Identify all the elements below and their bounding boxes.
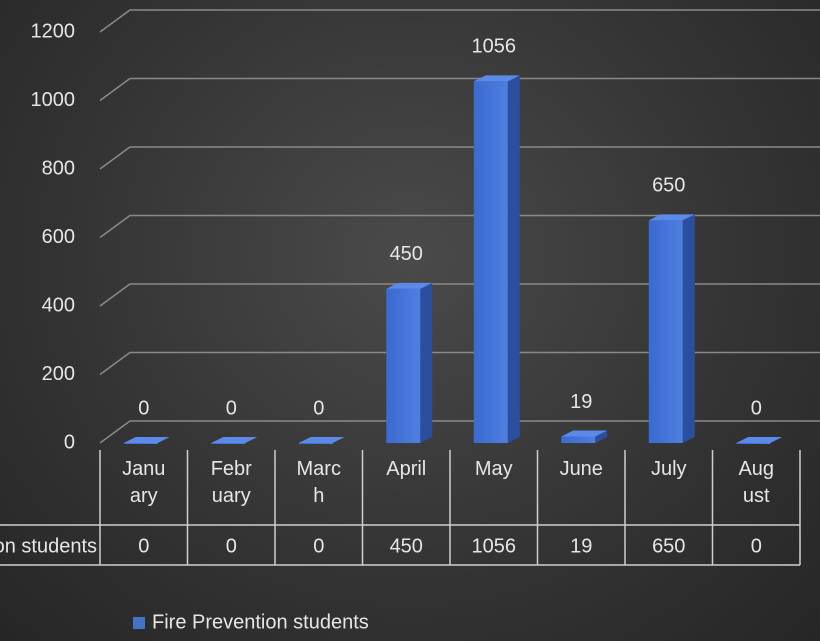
table-row-label: Fire Prevention students	[0, 535, 97, 557]
bar-top	[386, 282, 433, 289]
bar-side	[682, 214, 695, 443]
bar	[386, 282, 433, 443]
bar-top	[648, 214, 695, 221]
data-label: 0	[751, 397, 762, 419]
bar-top	[736, 437, 783, 443]
grid-line	[99, 77, 820, 102]
bar-top	[561, 430, 608, 437]
legend-label: Fire Prevention students	[152, 611, 369, 633]
x-tick-label: April	[386, 458, 427, 480]
table-value: 1056	[472, 535, 517, 557]
data-label: 0	[313, 397, 324, 419]
table-value: 0	[313, 535, 324, 557]
bar-front	[561, 436, 596, 443]
data-label: 1056	[472, 36, 517, 58]
x-tick-label: March	[296, 458, 341, 507]
grid-line	[99, 351, 820, 376]
grid-line	[99, 420, 820, 444]
bar-front	[648, 220, 683, 443]
bar-front	[211, 443, 246, 444]
y-tick-label: 600	[42, 226, 75, 248]
bar	[123, 437, 170, 444]
y-tick-label: 400	[42, 294, 75, 316]
bar-top	[298, 437, 345, 443]
bar-top	[211, 437, 258, 443]
table-value: 0	[751, 535, 762, 557]
x-tick-label: February	[210, 458, 252, 507]
data-label: 0	[226, 397, 237, 419]
data-label: 650	[652, 175, 685, 197]
bar-side	[420, 282, 433, 443]
bar-side	[595, 430, 608, 443]
grid-line	[99, 283, 820, 307]
y-tick-label: 1000	[31, 89, 76, 111]
bar-side	[507, 75, 520, 443]
x-tick-label: June	[559, 458, 603, 480]
bar	[473, 75, 520, 443]
bar	[561, 430, 608, 443]
bar-front	[123, 443, 158, 444]
x-tick-label: January	[122, 458, 166, 507]
bar	[211, 437, 258, 444]
table-value: 19	[570, 535, 592, 557]
data-label: 450	[390, 243, 423, 265]
x-tick-label: August	[738, 458, 775, 507]
legend-swatch	[133, 617, 145, 629]
bar-front	[736, 443, 771, 444]
table-value: 650	[652, 535, 685, 557]
bar-top	[123, 437, 170, 443]
bar-top	[473, 75, 520, 82]
bar-front	[386, 288, 421, 443]
bar	[736, 437, 783, 444]
x-tick-label: May	[474, 458, 513, 480]
bar	[648, 214, 695, 443]
bar-front	[298, 443, 333, 444]
table-value: 0	[226, 535, 237, 557]
bar-front	[473, 81, 508, 443]
grid-line	[99, 214, 820, 239]
data-label: 0	[138, 397, 149, 419]
y-tick-label: 800	[42, 157, 75, 179]
table-value: 0	[138, 535, 149, 557]
grid-line	[99, 9, 820, 33]
y-tick-label: 0	[64, 431, 75, 453]
y-tick-label: 1200	[31, 20, 76, 42]
data-label: 19	[570, 391, 592, 413]
y-tick-label: 200	[42, 363, 75, 385]
grid-line	[99, 146, 820, 170]
table-value: 450	[390, 535, 423, 557]
x-tick-label: July	[650, 458, 687, 480]
bar	[298, 437, 345, 444]
